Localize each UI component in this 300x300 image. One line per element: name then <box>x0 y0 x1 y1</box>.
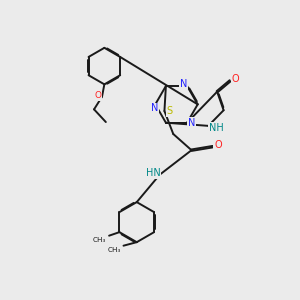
Text: O: O <box>214 140 222 151</box>
Text: CH₃: CH₃ <box>93 237 106 243</box>
Text: N: N <box>188 118 195 128</box>
Text: HN: HN <box>146 168 160 178</box>
Text: O: O <box>94 91 101 100</box>
Text: S: S <box>167 106 173 116</box>
Text: N: N <box>151 103 159 113</box>
Text: NH: NH <box>209 123 224 133</box>
Text: N: N <box>180 79 187 89</box>
Text: CH₃: CH₃ <box>108 247 121 253</box>
Text: O: O <box>232 74 239 84</box>
